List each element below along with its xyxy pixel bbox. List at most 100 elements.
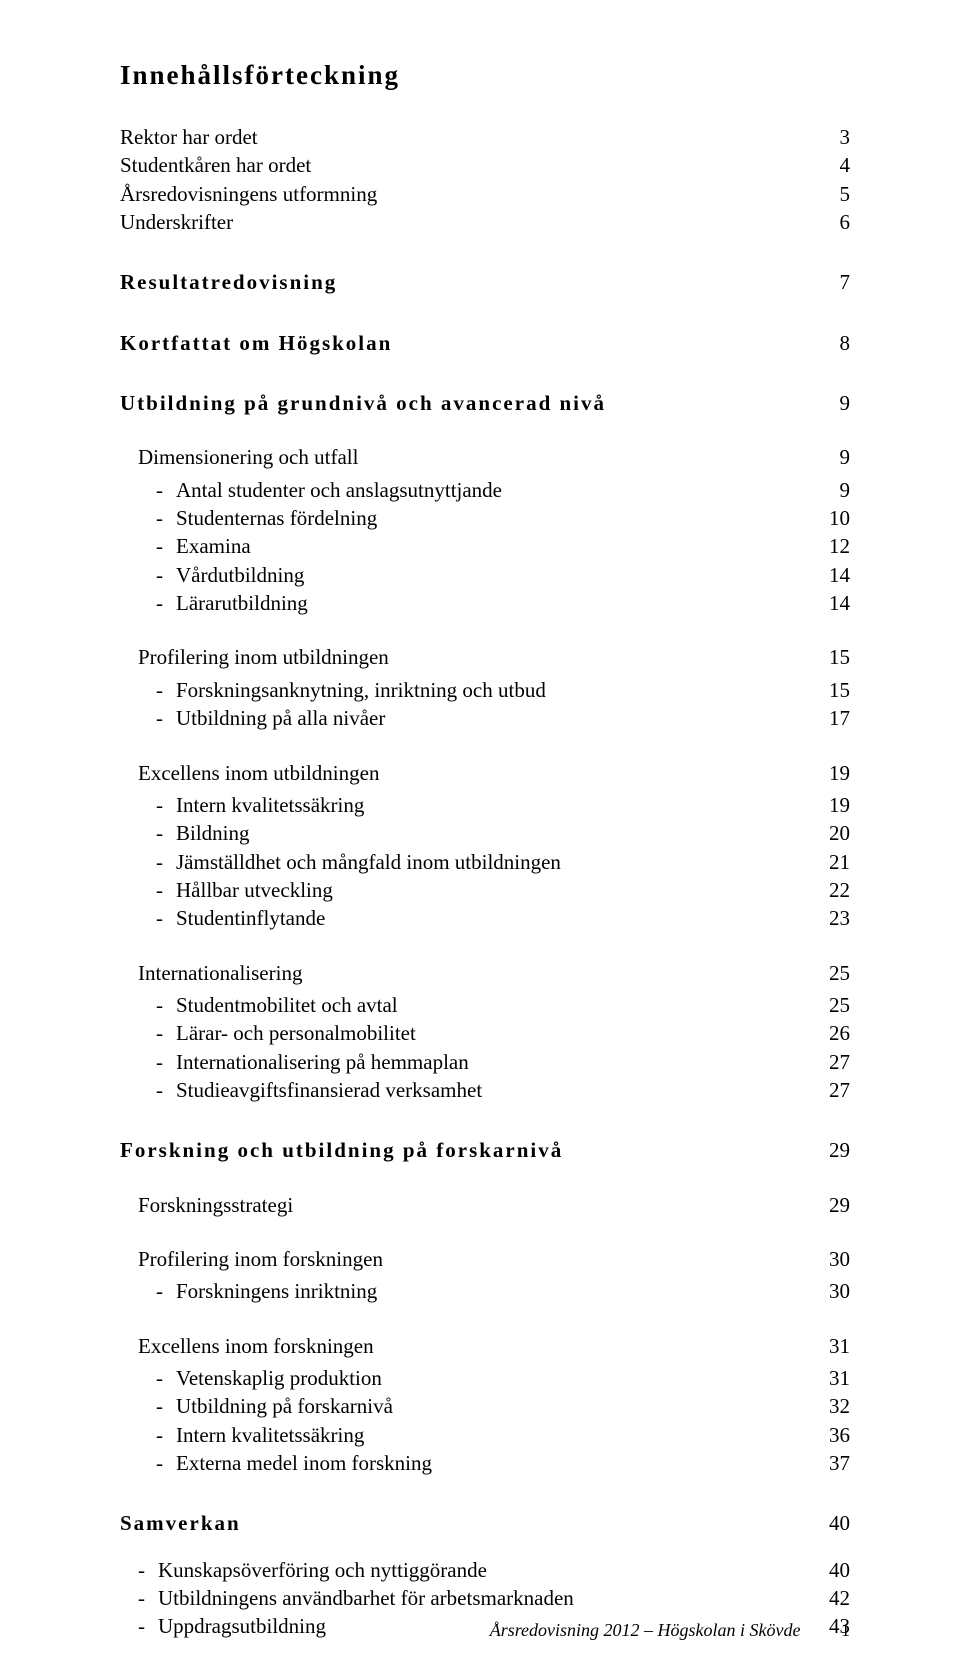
toc-bullet-label: -Bildning — [156, 819, 250, 847]
toc-page-number: 17 — [810, 704, 850, 732]
toc-entry: Årsredovisningens utformning5 — [120, 180, 850, 208]
dash-icon: - — [138, 1556, 158, 1584]
toc-page-number: 31 — [810, 1332, 850, 1360]
toc-page-number: 30 — [810, 1245, 850, 1273]
dash-icon: - — [156, 1449, 176, 1477]
toc-bullet-text: Studieavgiftsfinansierad verksamhet — [176, 1076, 482, 1104]
toc-bullet-text: Internationalisering på hemmaplan — [176, 1048, 469, 1076]
toc-bullet-label: -Intern kvalitetssäkring — [156, 791, 364, 819]
toc-label: Rektor har ordet — [120, 123, 258, 151]
toc-heading-label: Kortfattat om Högskolan — [120, 329, 392, 357]
toc-subhead-label: Internationalisering — [138, 959, 302, 987]
toc-bullet-row: -Bildning20 — [156, 819, 850, 847]
dash-icon: - — [156, 1421, 176, 1449]
toc-bullet-row: -Utbildning på forskarnivå32 — [156, 1392, 850, 1420]
toc-bullet-row: -Vetenskaplig produktion 31 — [156, 1364, 850, 1392]
toc-bullet-text: Intern kvalitetssäkring — [176, 791, 364, 819]
toc-bullet-label: -Utbildningens användbarhet för arbetsma… — [138, 1584, 574, 1612]
toc-bullet-row: -Intern kvalitetssäkring19 — [156, 791, 850, 819]
toc-bullet-text: Antal studenter och anslagsutnyttjande — [176, 476, 502, 504]
dash-icon: - — [156, 1364, 176, 1392]
toc-bullet-text: Forskningsanknytning, inriktning och utb… — [176, 676, 546, 704]
toc-label: Årsredovisningens utformning — [120, 180, 377, 208]
toc-bullet-text: Lärar- och personalmobilitet — [176, 1019, 416, 1047]
toc-bullet-label: -Studieavgiftsfinansierad verksamhet — [156, 1076, 482, 1104]
toc-page-number: 31 — [810, 1364, 850, 1392]
toc-page-number: 3 — [810, 123, 850, 151]
toc-bullet-row: -Hållbar utveckling22 — [156, 876, 850, 904]
dash-icon: - — [156, 876, 176, 904]
toc-bullet-row: -Studenternas fördelning10 — [156, 504, 850, 532]
toc-children: -Forskningens inriktning 30 — [120, 1277, 850, 1305]
toc-entry: Studentkåren har ordet 4 — [120, 151, 850, 179]
toc-bullet-label: -Utbildning på alla nivåer — [156, 704, 385, 732]
toc-page-number: 9 — [810, 389, 850, 417]
toc-page-number: 19 — [810, 759, 850, 787]
toc-bullet-row: -Forskningsanknytning, inriktning och ut… — [156, 676, 850, 704]
toc-bullet-row: -Lärarutbildning14 — [156, 589, 850, 617]
toc-subsection-heading: Internationalisering 25 — [120, 959, 850, 987]
toc-body: Rektor har ordet 3 Studentkåren har ordet 4… — [120, 123, 850, 1641]
toc-bullet-label: -Kunskapsöverföring och nyttiggörande — [138, 1556, 487, 1584]
toc-heading-label: Forskning och utbildning på forskarnivå — [120, 1136, 563, 1164]
toc-bullet-text: Externa medel inom forskning — [176, 1449, 432, 1477]
toc-bullet-row: -Utbildning på alla nivåer 17 — [156, 704, 850, 732]
toc-subsection-heading: Forskningsstrategi 29 — [120, 1191, 850, 1219]
toc-bullet-label: -Examina — [156, 532, 251, 560]
toc-bullet-row: -Forskningens inriktning 30 — [156, 1277, 850, 1305]
toc-bullet-row: -Utbildningens användbarhet för arbetsma… — [138, 1584, 850, 1612]
toc-page-number: 4 — [810, 151, 850, 179]
dash-icon: - — [156, 532, 176, 560]
toc-page-number: 26 — [810, 1019, 850, 1047]
toc-subsection-heading: Profilering inom forskningen30 — [120, 1245, 850, 1273]
toc-bullet-label: -Vårdutbildning — [156, 561, 304, 589]
toc-page-number: 9 — [810, 443, 850, 471]
toc-bullet-row: -Jämställdhet och mångfald inom utbildni… — [156, 848, 850, 876]
toc-bullet-row: -Externa medel inom forskning 37 — [156, 1449, 850, 1477]
dash-icon: - — [156, 1277, 176, 1305]
toc-bullet-label: -Hållbar utveckling — [156, 876, 333, 904]
toc-section-heading: Utbildning på grundnivå och avancerad ni… — [120, 389, 850, 417]
toc-page-number: 42 — [810, 1584, 850, 1612]
toc-page-number: 27 — [810, 1076, 850, 1104]
toc-children: -Vetenskaplig produktion31-Utbildning på… — [120, 1364, 850, 1477]
dash-icon: - — [156, 504, 176, 532]
toc-page-number: 27 — [810, 1048, 850, 1076]
toc-label: Underskrifter — [120, 208, 233, 236]
dash-icon: - — [156, 704, 176, 732]
toc-bullet-label: -Studentinflytande — [156, 904, 325, 932]
toc-subhead-label: Excellens inom utbildningen — [138, 759, 379, 787]
toc-section-heading: Samverkan40 — [120, 1509, 850, 1537]
toc-bullet-row: -Kunskapsöverföring och nyttiggörande40 — [138, 1556, 850, 1584]
toc-label: Studentkåren har ordet — [120, 151, 311, 179]
toc-bullet-label: -Lärarutbildning — [156, 589, 308, 617]
toc-bullet-label: -Externa medel inom forskning — [156, 1449, 432, 1477]
dash-icon: - — [138, 1584, 158, 1612]
toc-title: Innehållsförteckning — [120, 60, 850, 91]
toc-bullet-label: -Antal studenter och anslagsutnyttjande — [156, 476, 502, 504]
toc-heading-label: Utbildning på grundnivå och avancerad ni… — [120, 389, 606, 417]
dash-icon: - — [156, 1392, 176, 1420]
toc-page-number: 30 — [810, 1277, 850, 1305]
toc-bullet-text: Examina — [176, 532, 251, 560]
page: Innehållsförteckning Rektor har ordet3St… — [0, 0, 960, 1671]
toc-page-number: 15 — [810, 676, 850, 704]
dash-icon: - — [156, 848, 176, 876]
dash-icon: - — [156, 476, 176, 504]
toc-subhead-label: Excellens inom forskningen — [138, 1332, 374, 1360]
toc-subhead-label: Forskningsstrategi — [138, 1191, 293, 1219]
toc-subhead-label: Dimensionering och utfall — [138, 443, 358, 471]
toc-page-number: 29 — [810, 1191, 850, 1219]
toc-page-number: 25 — [810, 959, 850, 987]
toc-page-number: 14 — [810, 561, 850, 589]
toc-bullet-text: Intern kvalitetssäkring — [176, 1421, 364, 1449]
toc-bullet-label: -Vetenskaplig produktion — [156, 1364, 382, 1392]
toc-bullet-text: Forskningens inriktning — [176, 1277, 377, 1305]
page-footer: Årsredovisning 2012 – Högskolan i Skövde… — [490, 1620, 850, 1641]
toc-bullet-row: -Internationalisering på hemmaplan27 — [156, 1048, 850, 1076]
toc-page-number: 37 — [810, 1449, 850, 1477]
toc-bullet-text: Utbildning på forskarnivå — [176, 1392, 393, 1420]
toc-subsection-heading: Excellens inom forskningen 31 — [120, 1332, 850, 1360]
toc-bullet-text: Lärarutbildning — [176, 589, 308, 617]
dash-icon: - — [156, 676, 176, 704]
